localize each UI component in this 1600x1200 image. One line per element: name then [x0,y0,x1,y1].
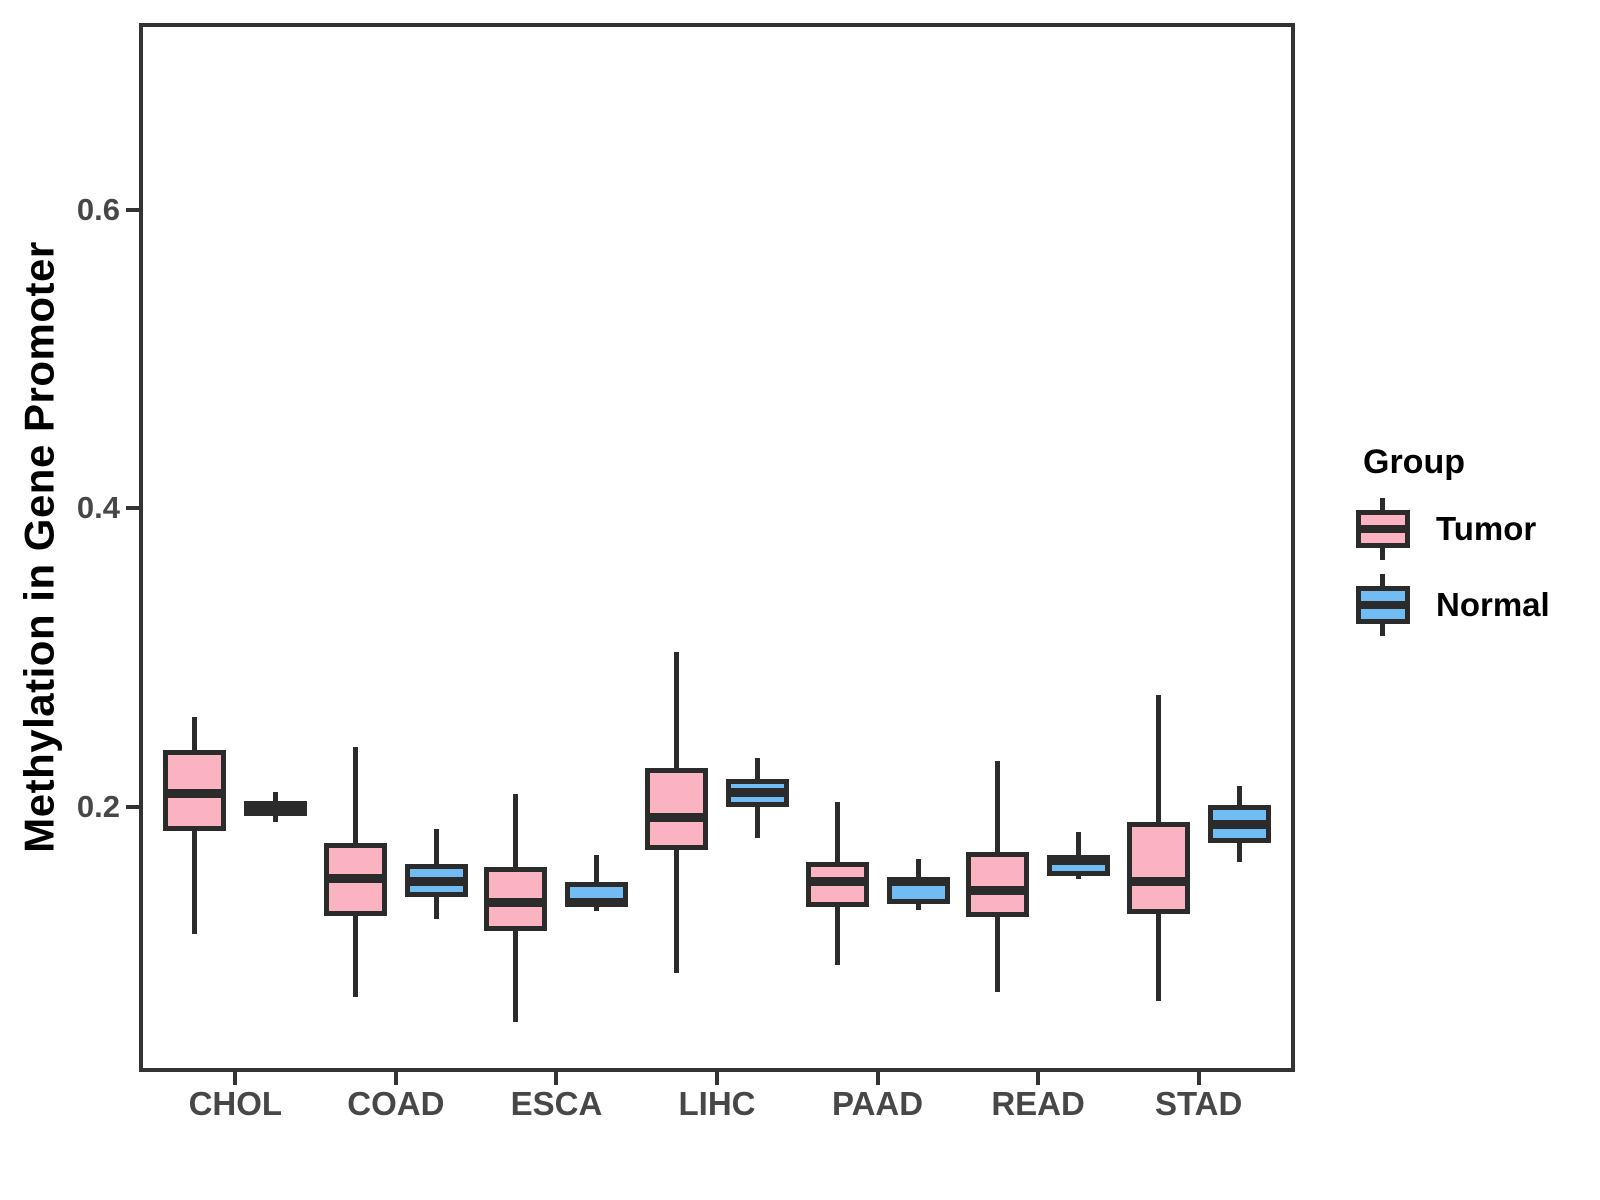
legend-label-normal: Normal [1436,586,1550,623]
median-tumor-coad [323,874,387,884]
median-normal-esca [565,898,629,908]
median-tumor-read [966,886,1030,896]
median-normal-paad [886,877,950,887]
x-axis-tick [233,1072,238,1085]
median-tumor-chol [163,789,227,798]
x-tick-label-stad: STAD [1154,1085,1243,1122]
x-axis-tick [393,1072,398,1085]
x-axis-tick [715,1072,719,1085]
x-tick-label-read: READ [991,1085,1085,1122]
y-tick-label: 0.6 [76,191,120,227]
x-tick-label-chol: CHOL [188,1085,283,1122]
box-tumor-stad [1126,821,1190,915]
y-axis-tick [126,506,139,511]
median-tumor-paad [805,877,869,887]
legend-label-tumor: Tumor [1436,510,1537,547]
x-axis-tick [554,1072,559,1085]
glyph-median [1356,525,1410,533]
y-tick-label: 0.2 [76,788,120,824]
median-tumor-stad [1126,877,1190,887]
legend-item-normal: Normal [1356,574,1596,636]
x-tick-label-paad: PAAD [832,1085,924,1122]
median-normal-read [1047,856,1111,866]
box-tumor-lihc [645,768,708,851]
boxplot-glyph-icon [1356,574,1410,636]
median-tumor-esca [484,898,548,908]
x-tick-label-esca: ESCA [510,1085,603,1122]
boxplot-glyph-icon [1356,498,1410,560]
x-axis-tick [1036,1072,1041,1085]
legend-title: Group [1363,443,1465,481]
y-axis-tick [126,804,139,809]
y-axis-tick [126,207,139,212]
legend-item-tumor: Tumor [1356,498,1596,560]
x-axis-tick [875,1072,880,1085]
median-normal-lihc [726,787,789,797]
median-normal-coad [404,877,468,887]
x-tick-label-lihc: LIHC [678,1085,756,1122]
median-tumor-lihc [645,812,708,822]
median-normal-stad [1207,820,1271,830]
y-tick-label: 0.4 [76,490,120,526]
median-normal-chol [244,803,308,813]
legend: Group Tumor Normal [1356,443,1596,650]
glyph-median [1356,601,1410,609]
x-tick-label-coad: COAD [347,1085,445,1122]
x-axis-tick [1196,1072,1201,1085]
box-tumor-read [966,851,1030,918]
